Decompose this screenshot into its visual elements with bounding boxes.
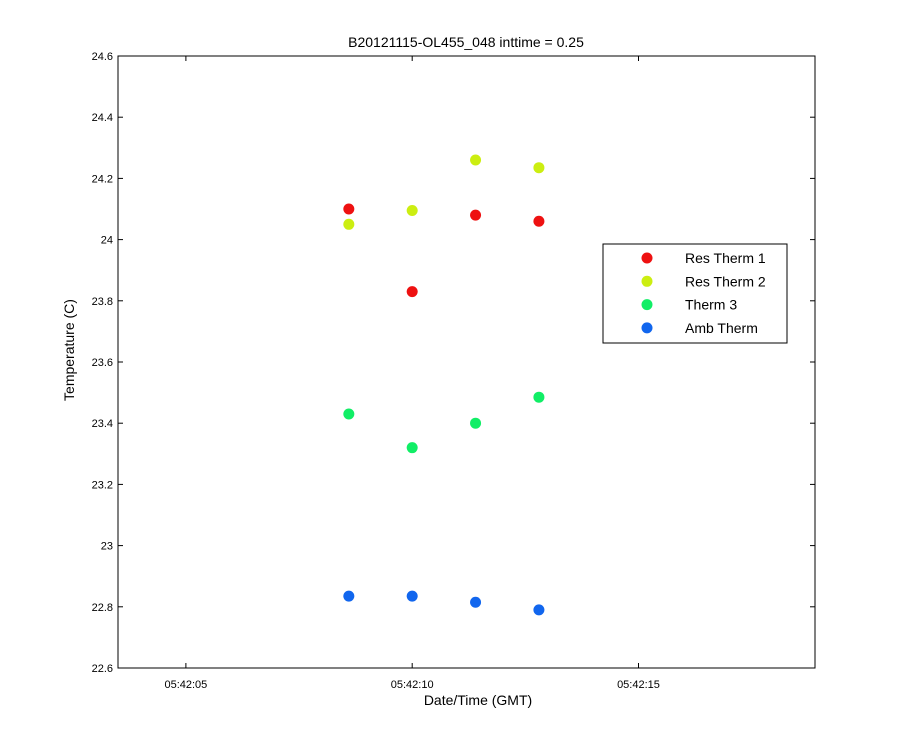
y-tick-label: 23.2 xyxy=(92,479,113,491)
legend-label: Res Therm 1 xyxy=(685,250,766,266)
data-point-amb-therm xyxy=(533,604,545,616)
data-point-amb-therm xyxy=(406,590,418,602)
data-points xyxy=(343,154,545,616)
legend-marker xyxy=(641,322,653,334)
x-tick-label: 05:42:10 xyxy=(391,679,434,691)
data-point-res-therm-1 xyxy=(533,215,545,227)
x-tick-label: 05:42:05 xyxy=(164,679,207,691)
x-axis-title: Date/Time (GMT) xyxy=(424,692,532,708)
data-point-res-therm-2 xyxy=(406,205,418,217)
data-point-res-therm-2 xyxy=(343,218,355,230)
y-axis-title: Temperature (C) xyxy=(61,299,77,401)
data-point-amb-therm xyxy=(343,590,355,602)
legend: Res Therm 1 Res Therm 2 Therm 3 Amb Therm xyxy=(602,243,788,344)
data-point-therm-3 xyxy=(343,408,355,420)
data-point-res-therm-1 xyxy=(470,209,482,221)
data-point-res-therm-1 xyxy=(406,286,418,298)
legend-marker xyxy=(641,275,653,287)
data-point-therm-3 xyxy=(533,391,545,403)
data-point-res-therm-1 xyxy=(343,203,355,215)
y-tick-label: 22.6 xyxy=(92,663,113,675)
data-point-res-therm-2 xyxy=(470,154,482,166)
legend-label: Amb Therm xyxy=(685,320,758,336)
legend-label: Res Therm 2 xyxy=(685,273,766,289)
y-tick-label: 24.2 xyxy=(92,173,113,185)
legend-marker xyxy=(641,299,653,311)
data-point-therm-3 xyxy=(470,417,482,429)
y-tick-label: 23.8 xyxy=(92,296,113,308)
y-tick-label: 24 xyxy=(101,235,113,247)
plot-area xyxy=(117,55,816,669)
y-tick-label: 22.8 xyxy=(92,602,113,614)
y-tick-label: 24.6 xyxy=(92,51,113,63)
y-tick-label: 24.4 xyxy=(92,112,113,124)
x-tick-label: 05:42:15 xyxy=(617,679,660,691)
legend-box xyxy=(602,243,788,344)
y-tick-label: 23.6 xyxy=(92,357,113,369)
axes: 22.6 22.8 23 23.2 23.4 23.6 23.8 24 24.2 24.4 24.6… xyxy=(92,51,815,691)
legend-items: Res Therm 1 Res Therm 2 Therm 3 Amb Therm xyxy=(641,250,766,336)
data-point-res-therm-2 xyxy=(533,162,545,174)
legend-marker xyxy=(641,252,653,264)
legend-label: Therm 3 xyxy=(685,297,737,313)
data-point-therm-3 xyxy=(406,442,418,454)
y-tick-label: 23 xyxy=(101,541,113,553)
chart-title: B20121115-OL455_048 inttime = 0.25 xyxy=(348,34,584,50)
y-tick-label: 23.4 xyxy=(92,418,113,430)
data-point-amb-therm xyxy=(470,596,482,608)
